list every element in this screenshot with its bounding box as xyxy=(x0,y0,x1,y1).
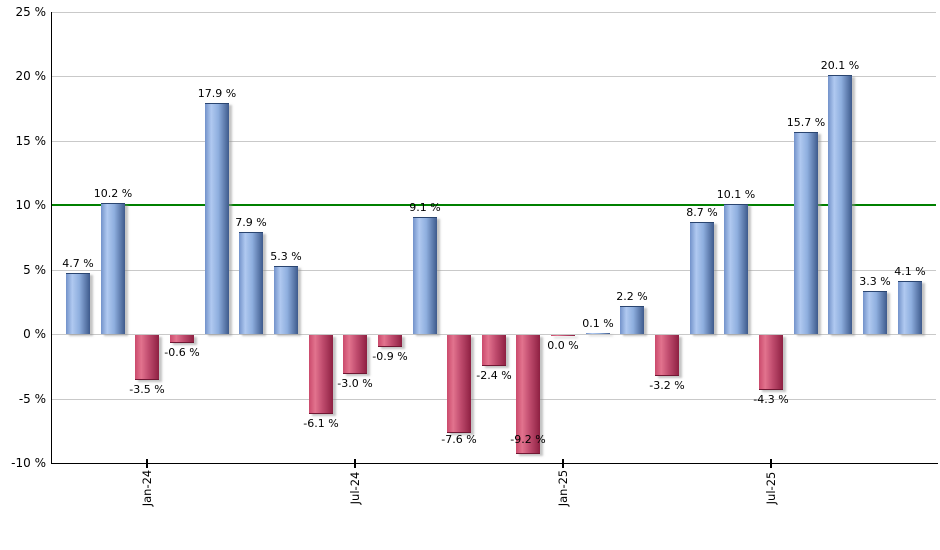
y-axis-tick-label: 10 % xyxy=(15,198,47,212)
bar xyxy=(170,335,194,343)
bar xyxy=(447,335,471,433)
gridline xyxy=(52,141,936,142)
x-axis-tick xyxy=(354,459,356,468)
bar xyxy=(309,335,333,414)
bar-value-label: 5.3 % xyxy=(270,250,302,263)
bar-value-label: -4.3 % xyxy=(753,393,789,406)
bar xyxy=(482,335,506,366)
bar-value-label: 20.1 % xyxy=(820,59,860,72)
x-axis-tick xyxy=(770,459,772,468)
bar xyxy=(413,217,437,334)
bar-value-label: -2.4 % xyxy=(476,369,512,382)
bar-value-label: 3.3 % xyxy=(859,275,891,288)
bar xyxy=(690,222,714,334)
bar-value-label: 17.9 % xyxy=(197,87,237,100)
y-axis-tick-label: 25 % xyxy=(15,5,47,19)
bar-value-label: -9.2 % xyxy=(510,433,546,446)
y-axis-line xyxy=(51,12,52,464)
bar-value-label: 8.7 % xyxy=(686,206,718,219)
gridline xyxy=(52,76,936,77)
bar-value-label: 4.7 % xyxy=(62,257,94,270)
bar xyxy=(828,75,852,334)
bar-value-label: -3.5 % xyxy=(129,383,165,396)
bar-value-label: 9.1 % xyxy=(409,201,441,214)
bar-value-label: 10.2 % xyxy=(93,187,133,200)
bar-value-label: 0.1 % xyxy=(582,317,614,330)
reference-line-10pct xyxy=(52,204,936,206)
x-axis-tick-label: Jul-25 xyxy=(764,471,778,505)
bar-value-label: -3.2 % xyxy=(649,379,685,392)
bar-value-label: 7.9 % xyxy=(235,216,267,229)
y-axis-tick-label: 20 % xyxy=(15,69,47,83)
bar xyxy=(274,266,298,334)
bar xyxy=(239,232,263,334)
bar-value-label: -0.9 % xyxy=(372,350,408,363)
bar-value-label: 4.1 % xyxy=(894,265,926,278)
bar-value-label: -0.6 % xyxy=(164,346,200,359)
gridline xyxy=(52,12,936,13)
bar xyxy=(898,281,922,334)
bar xyxy=(205,103,229,334)
bar-value-label: 2.2 % xyxy=(616,290,648,303)
bar-value-label: -6.1 % xyxy=(303,417,339,430)
bar xyxy=(101,203,125,334)
bar-value-label: -3.0 % xyxy=(337,377,373,390)
x-axis-line xyxy=(51,463,938,464)
bar xyxy=(343,335,367,374)
bar xyxy=(655,335,679,376)
bar-value-label: 0.0 % xyxy=(547,339,579,352)
bar xyxy=(135,335,159,380)
bar xyxy=(794,132,818,334)
bar-value-label: 10.1 % xyxy=(716,188,756,201)
y-axis-tick-label: -5 % xyxy=(18,392,46,406)
bar xyxy=(724,204,748,334)
bar xyxy=(551,335,575,336)
bar xyxy=(66,273,90,334)
y-axis-tick-label: 15 % xyxy=(15,134,47,148)
gridline xyxy=(52,334,936,335)
gridline xyxy=(52,270,936,271)
gridline xyxy=(52,399,936,400)
x-axis-tick-label: Jul-24 xyxy=(348,471,362,505)
x-axis-tick xyxy=(146,459,148,468)
x-axis-tick xyxy=(562,459,564,468)
x-axis-tick-label: Jan-25 xyxy=(556,469,570,507)
bar xyxy=(863,291,887,334)
bar-value-label: -7.6 % xyxy=(441,433,477,446)
y-axis-tick-label: 5 % xyxy=(23,263,46,277)
y-axis-tick-label: 0 % xyxy=(23,327,46,341)
bar xyxy=(586,333,610,334)
x-axis-tick-label: Jan-24 xyxy=(140,469,154,507)
y-axis-tick-label: -10 % xyxy=(11,456,46,470)
bar-value-label: 15.7 % xyxy=(786,116,826,129)
bar xyxy=(378,335,402,347)
bar xyxy=(516,335,540,454)
bar xyxy=(620,306,644,334)
bar xyxy=(759,335,783,390)
